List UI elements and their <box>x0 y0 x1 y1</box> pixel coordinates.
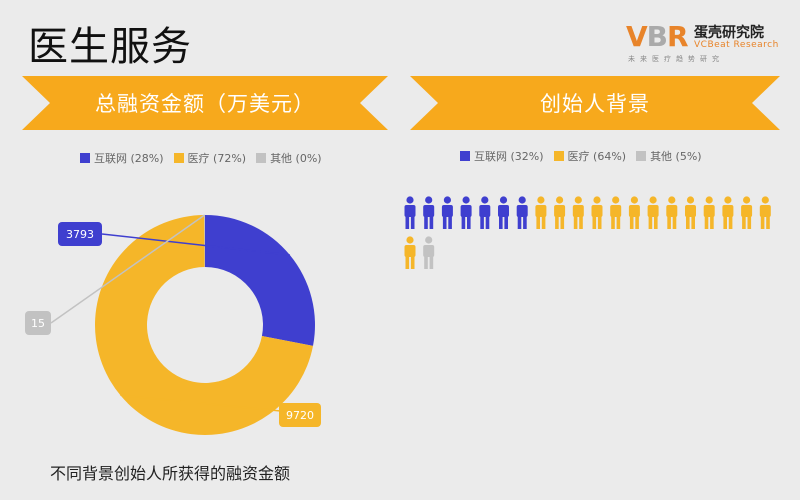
person-icon <box>647 196 659 229</box>
logo-name-en: VCBeat Research <box>694 40 779 50</box>
banner-shape <box>410 76 780 130</box>
person-icon <box>423 196 435 229</box>
funding-legend: 互联网 (28%) 医疗 (72%) 其他 (0%) <box>80 150 322 166</box>
person-icon <box>628 196 640 229</box>
data-label-box <box>25 311 51 335</box>
person-icon <box>703 196 715 229</box>
person-icon <box>591 196 603 229</box>
donut-slice-1 <box>94 215 314 436</box>
legend-swatch <box>636 151 647 161</box>
data-label-box <box>279 403 321 427</box>
funding-donut-chart: 3793 9720 15 <box>25 214 322 436</box>
legend-item-other: 其他 (0%) <box>256 150 322 166</box>
person-icon <box>759 196 771 229</box>
donut-slice-2 <box>204 215 205 268</box>
banner-shape <box>22 76 388 130</box>
person-icon <box>741 196 753 229</box>
legend-swatch <box>460 151 470 161</box>
legend-item-internet: 互联网 (28%) <box>80 150 164 166</box>
data-label: 15 <box>31 317 45 330</box>
legend-swatch <box>256 153 267 163</box>
legend-item-internet: 互联网 (32%) <box>460 148 544 164</box>
person-icon <box>498 196 509 229</box>
logo-mark: VBR <box>626 20 689 53</box>
data-label: 3793 <box>66 228 94 241</box>
person-icon <box>441 196 453 229</box>
person-icon <box>554 196 566 229</box>
founder-pictogram-chart <box>404 196 771 269</box>
donut-slice-0 <box>205 215 315 346</box>
person-icon <box>479 196 491 229</box>
founder-legend: 互联网 (32%) 医疗 (64%) 其他 (5%) <box>460 148 702 164</box>
person-icon <box>666 196 678 229</box>
founder-banner-title: 创始人背景 <box>540 92 650 116</box>
legend-swatch <box>553 151 564 161</box>
page-title: 医生服务 <box>28 24 192 70</box>
funding-banner-title: 总融资金额（万美元） <box>95 92 315 116</box>
person-icon <box>722 196 734 229</box>
data-label-leader <box>101 233 290 256</box>
person-icon <box>535 196 547 229</box>
person-icon <box>572 196 584 229</box>
legend-item-medical: 医疗 (72%) <box>173 150 246 166</box>
data-label-leader <box>50 214 206 324</box>
legend-swatch <box>173 153 184 163</box>
person-icon <box>516 196 528 229</box>
data-label-box <box>58 222 102 246</box>
logo-tagline: 未来医疗趋势研究 <box>628 55 724 63</box>
legend-item-other: 其他 (5%) <box>636 148 702 164</box>
data-label: 9720 <box>286 409 314 422</box>
person-icon <box>404 196 416 229</box>
legend-swatch <box>80 153 90 163</box>
logo-name-cn: 蛋壳研究院 <box>694 25 764 41</box>
founder-banner: 创始人背景 <box>410 76 780 130</box>
person-icon <box>460 196 472 229</box>
person-icon <box>685 196 696 229</box>
person-icon <box>610 196 622 229</box>
funding-banner: 总融资金额（万美元） <box>22 76 388 130</box>
legend-item-medical: 医疗 (64%) <box>553 148 626 164</box>
person-icon <box>423 236 435 269</box>
vcbeat-logo: VBR 蛋壳研究院 VCBeat Research 未来医疗趋势研究 <box>626 18 786 68</box>
person-icon <box>404 236 416 269</box>
chart-caption: 不同背景创始人所获得的融资金额 <box>50 464 291 483</box>
